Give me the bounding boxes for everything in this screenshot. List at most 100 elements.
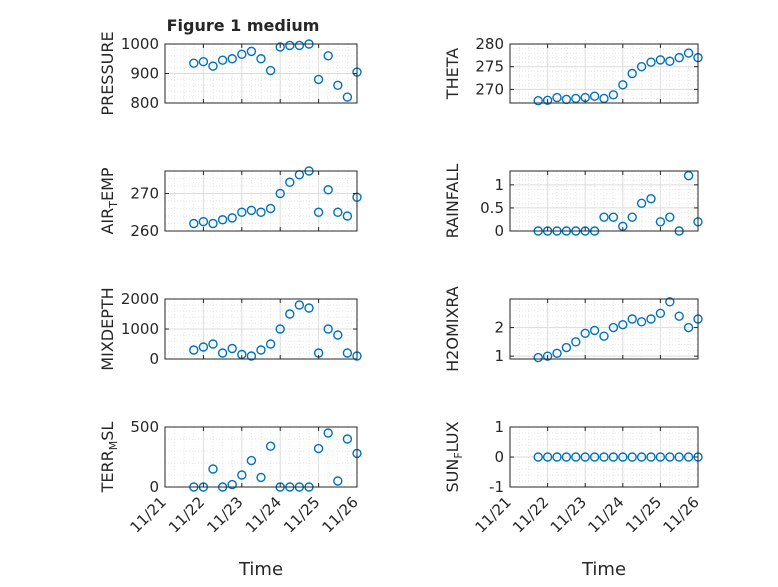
data-point (636, 317, 647, 327)
data-series (533, 452, 703, 462)
data-point (323, 185, 333, 195)
axes-box (509, 170, 699, 232)
data-point (256, 345, 266, 355)
y-tick-label: 280 (475, 35, 504, 53)
subplot-air-temp: 260 270 AIRTEMP (98, 166, 362, 240)
y-axis-label: SUNFLUX (443, 421, 465, 492)
data-point (683, 170, 694, 181)
data-point (580, 328, 590, 338)
data-point (217, 215, 228, 225)
data-point (618, 452, 628, 462)
y-axis-label: THETA (443, 48, 462, 100)
data-point (683, 452, 694, 462)
data-point (342, 348, 353, 358)
data-point (246, 351, 257, 361)
data-point (256, 472, 266, 483)
data-point (542, 452, 553, 462)
data-point (674, 311, 684, 321)
data-point (304, 303, 314, 313)
axes-box (164, 170, 358, 232)
data-point (217, 348, 228, 358)
data-point (542, 351, 553, 361)
data-point (323, 428, 333, 438)
data-point (608, 212, 619, 222)
data-point (636, 61, 647, 72)
data-point (265, 441, 276, 451)
data-point (275, 324, 285, 334)
data-point (294, 40, 305, 51)
y-tick-label: -1 (489, 478, 504, 496)
data-point (285, 177, 295, 187)
y-axis-label: RAINFALL (443, 164, 462, 239)
data-point (580, 452, 590, 462)
y-tick-label: 0 (494, 448, 504, 466)
data-point (646, 314, 656, 324)
data-point (665, 297, 675, 307)
data-point (189, 345, 199, 355)
y-tick-label: 270 (475, 80, 504, 98)
y-tick-label: 270 (130, 185, 159, 203)
subplot-theta: 270 275 280 THETA (443, 35, 703, 106)
data-point (665, 452, 675, 462)
data-point (208, 339, 218, 349)
data-point (189, 58, 199, 68)
data-point (333, 476, 343, 486)
data-point (227, 479, 237, 490)
data-point (589, 91, 600, 101)
data-point (198, 342, 209, 352)
x-tick-label: 11/24 (584, 493, 627, 536)
data-point (674, 452, 684, 462)
data-point (227, 213, 237, 223)
x-tick-label: 11/21 (472, 493, 515, 536)
data-point (342, 211, 353, 221)
data-point (313, 443, 324, 454)
grid-lines (509, 426, 699, 488)
y-tick-label: 2 (494, 319, 504, 337)
data-point (655, 217, 666, 227)
data-point (285, 40, 295, 51)
grid-lines (164, 426, 358, 488)
y-tick-label: 0 (149, 350, 159, 368)
data-point (265, 339, 276, 349)
y-axis-label: AIRTEMP (98, 167, 120, 234)
data-point (599, 331, 609, 341)
data-point (552, 348, 562, 358)
x-tick-label: 11/23 (547, 493, 590, 536)
data-point (246, 455, 257, 466)
x-tick-label: 11/22 (509, 493, 552, 536)
y-axis-label: TERRMSL (98, 422, 120, 494)
data-point (256, 207, 266, 217)
data-point (627, 68, 637, 79)
grid-lines (509, 43, 699, 104)
y-tick-label: 1 (494, 176, 504, 194)
data-point (552, 452, 562, 462)
data-point (533, 352, 543, 363)
data-point (208, 464, 218, 474)
x-tick-label: 11/21 (127, 493, 170, 536)
y-tick-label: 1000 (121, 35, 159, 53)
data-point (323, 51, 333, 61)
subplot-h2omixra: 1 2 H2OMIXRA (443, 286, 703, 372)
data-point (275, 188, 285, 199)
data-point (313, 74, 324, 85)
data-point (571, 452, 581, 462)
grid-lines (509, 170, 699, 232)
data-point (198, 216, 209, 227)
x-tick-label: 11/24 (242, 493, 285, 536)
data-point (636, 198, 647, 209)
data-point (217, 55, 228, 65)
y-tick-label: 1000 (121, 320, 159, 338)
data-point (256, 54, 266, 64)
y-tick-label: 900 (130, 65, 159, 83)
y-tick-label: 500 (130, 418, 159, 436)
data-point (655, 55, 666, 65)
data-point (646, 452, 656, 462)
x-tick-label: 11/22 (165, 493, 208, 536)
y-tick-label: 0 (149, 478, 159, 496)
grid-lines (164, 170, 358, 232)
data-point (561, 452, 572, 462)
grid-lines (164, 298, 358, 360)
